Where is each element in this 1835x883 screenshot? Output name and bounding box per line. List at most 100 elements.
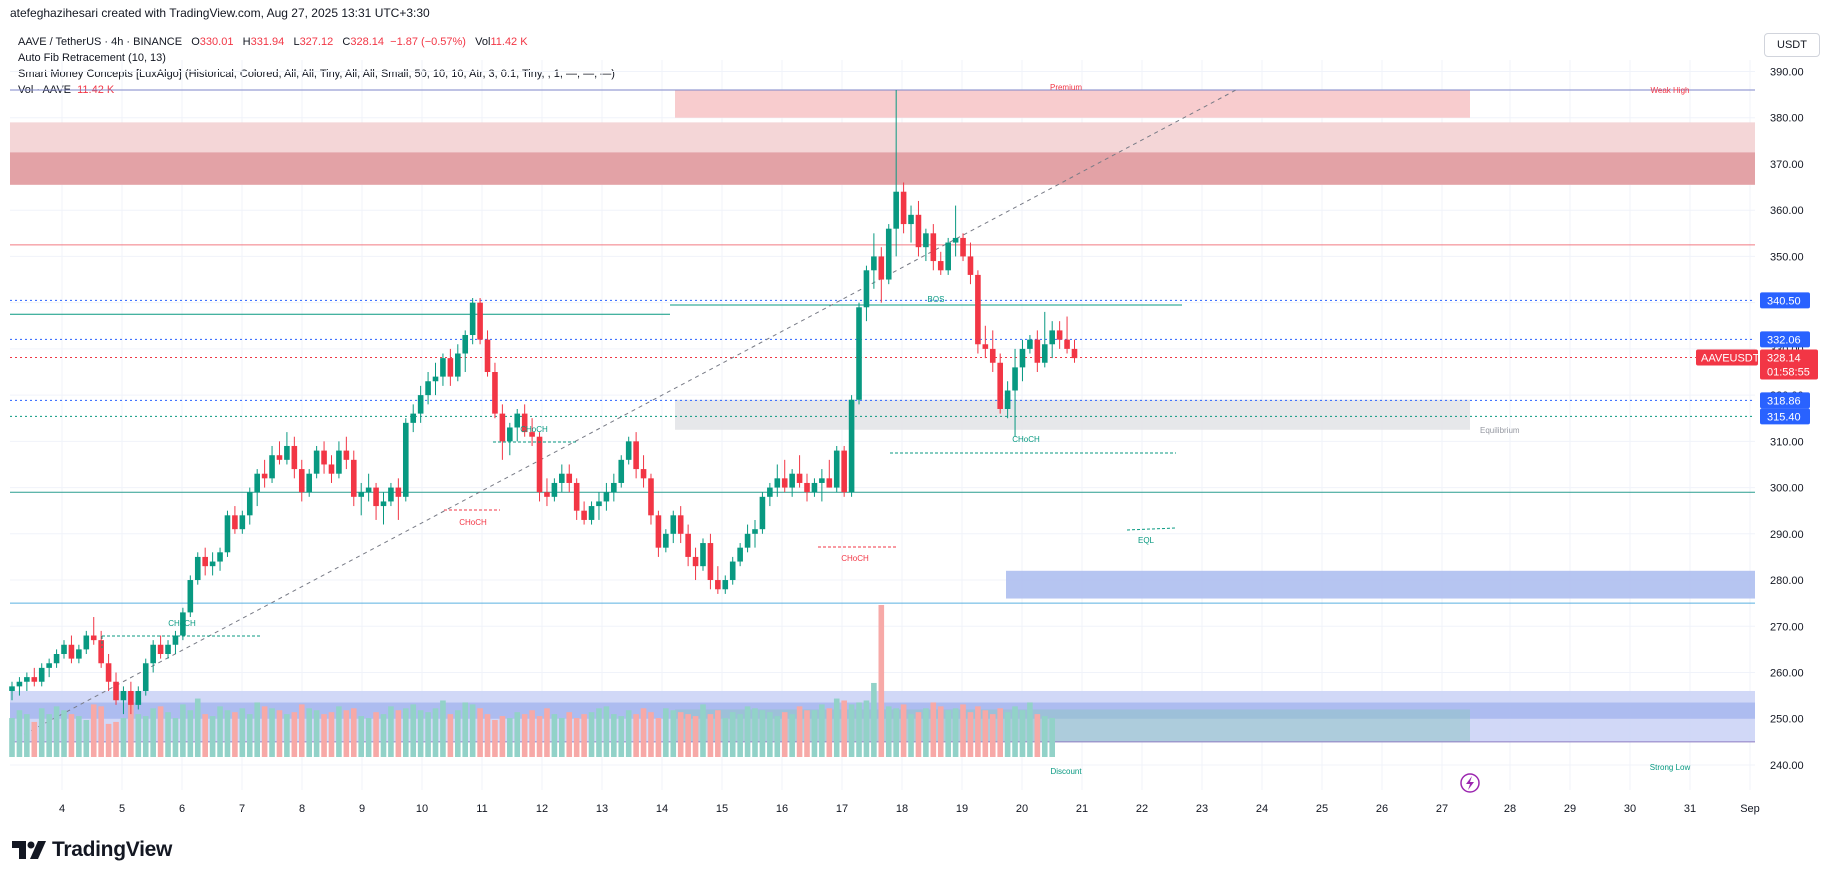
candle-body-67 xyxy=(507,427,513,442)
volume-bar-41 xyxy=(313,710,320,757)
candle-body-132 xyxy=(989,348,996,363)
price-tag-label-2: 318.86 xyxy=(1767,395,1801,407)
volume-bar-106 xyxy=(796,706,803,757)
volume-bar-68 xyxy=(514,712,521,757)
time-tick-24: 28 xyxy=(1504,803,1516,815)
candle-body-24 xyxy=(187,580,194,613)
label-strong-low: Strong Low xyxy=(1650,763,1691,772)
price-tick-9: 300.00 xyxy=(1770,483,1804,495)
volume-bar-13 xyxy=(105,723,112,757)
volume-bar-122 xyxy=(915,712,922,757)
volume-bar-0 xyxy=(9,718,15,757)
time-tick-23: 27 xyxy=(1436,803,1448,815)
price-tick-4: 350.00 xyxy=(1770,251,1804,263)
tradingview-brand[interactable]: TradingView xyxy=(12,838,172,862)
volume-bar-89 xyxy=(670,710,677,757)
indicator-fib[interactable]: Auto Fib Retracement (10, 13) xyxy=(18,52,166,64)
ohlc-o: O330.01 xyxy=(191,36,234,48)
candle-body-123 xyxy=(923,233,929,248)
volume-bar-73 xyxy=(551,714,558,757)
volume-bar-99 xyxy=(744,706,751,757)
volume-bar-20 xyxy=(157,706,164,757)
label-choch-3: CHoCH xyxy=(520,425,548,434)
candle-body-21 xyxy=(165,644,171,655)
price-tick-13: 260.00 xyxy=(1770,667,1804,679)
label-choch-1: CHoCH xyxy=(168,619,196,628)
candle-body-0 xyxy=(9,686,15,691)
volume-bar-76 xyxy=(573,718,580,757)
volume-bar-136 xyxy=(1019,710,1026,757)
time-tick-2: 6 xyxy=(179,803,185,815)
candle-body-93 xyxy=(700,543,706,567)
candle-body-1 xyxy=(16,681,23,687)
volume-bar-57 xyxy=(432,708,439,757)
candle-body-22 xyxy=(172,635,179,645)
candle-body-37 xyxy=(284,445,290,460)
volume-bar-83 xyxy=(625,710,632,757)
volume-bar-131 xyxy=(982,710,989,757)
candle-body-50 xyxy=(380,501,387,507)
candle-body-143 xyxy=(1071,348,1078,359)
label-bos: BOS xyxy=(928,295,945,304)
volume-bar-105 xyxy=(789,714,795,757)
volume-bar-88 xyxy=(663,708,669,757)
volume-bar-115 xyxy=(863,700,870,757)
time-tick-5: 9 xyxy=(359,803,365,815)
volume-bar-79 xyxy=(596,708,602,757)
volume-bar-6 xyxy=(53,706,60,757)
smc-annotations: Premium Weak High BOS CHoCH CHoCH CHoCH CHoCH C… xyxy=(101,83,1691,793)
candle-body-17 xyxy=(135,690,142,705)
candle-body-111 xyxy=(833,450,840,488)
candle-body-55 xyxy=(417,395,424,414)
time-tick-18: 22 xyxy=(1136,803,1148,815)
price-change: −1.87 (−0.57%) xyxy=(390,36,466,48)
candle-body-106 xyxy=(796,473,803,483)
volume-bar-139 xyxy=(1041,716,1048,757)
candle-body-94 xyxy=(707,543,714,581)
candle-body-119 xyxy=(893,191,899,229)
volume-bars xyxy=(9,605,1055,757)
candle-body-114 xyxy=(856,307,862,400)
candle-body-99 xyxy=(744,533,751,548)
candle-body-134 xyxy=(1004,390,1011,409)
volume-bar-49 xyxy=(373,712,379,757)
time-tick-4: 8 xyxy=(299,803,305,815)
demand-zone xyxy=(1006,570,1755,599)
price-tag-label-1: 332.06 xyxy=(1767,334,1801,346)
candle-body-2 xyxy=(24,677,30,682)
candle-body-64 xyxy=(484,339,491,373)
volume-bar-54 xyxy=(410,704,417,757)
symbol-line[interactable]: AAVE / TetherUS · 4h · BINANCE xyxy=(18,36,183,48)
volume-bar-14 xyxy=(113,721,119,757)
time-tick-13: 17 xyxy=(836,803,848,815)
volume-bar-133 xyxy=(997,708,1003,757)
candle-body-116 xyxy=(871,256,877,271)
price-tags: 340.50 332.06 318.86 315.40 AAVEUSDT 328.14 01… xyxy=(1696,292,1818,425)
candle-body-9 xyxy=(76,649,82,659)
price-tick-10: 290.00 xyxy=(1770,529,1804,541)
currency-selector[interactable]: USDT xyxy=(1764,33,1820,57)
volume-bar-11 xyxy=(90,704,97,757)
volume-bar-44 xyxy=(336,706,342,757)
candle-body-58 xyxy=(440,358,446,377)
candle-body-130 xyxy=(975,274,981,345)
time-tick-12: 16 xyxy=(776,803,788,815)
volume-bar-15 xyxy=(120,718,127,757)
volume-bar-24 xyxy=(187,710,194,757)
volume-bar-125 xyxy=(937,706,944,757)
candle-body-74 xyxy=(559,473,565,483)
time-axis[interactable]: 4 5 6 7 8 9 10 11 12 13 14 15 16 17 18 19 20 21 22 23 24 25 26… xyxy=(59,803,1760,815)
price-tick-14: 250.00 xyxy=(1770,714,1804,726)
volume-bar-82 xyxy=(618,716,625,757)
volume-bar-16 xyxy=(128,702,134,757)
price-tick-15: 240.00 xyxy=(1770,760,1804,772)
supply-zone-inner xyxy=(10,152,1755,185)
candle-body-82 xyxy=(618,459,625,483)
price-tag-bg-2 xyxy=(1760,392,1810,409)
time-tick-1: 5 xyxy=(119,803,125,815)
indicator-smc[interactable]: Smart Money Concepts [LuxAlgo] (Historic… xyxy=(18,68,615,80)
time-tick-7: 11 xyxy=(476,803,487,815)
volume-bar-132 xyxy=(989,714,996,757)
current-price-label: 328.14 xyxy=(1767,352,1801,364)
